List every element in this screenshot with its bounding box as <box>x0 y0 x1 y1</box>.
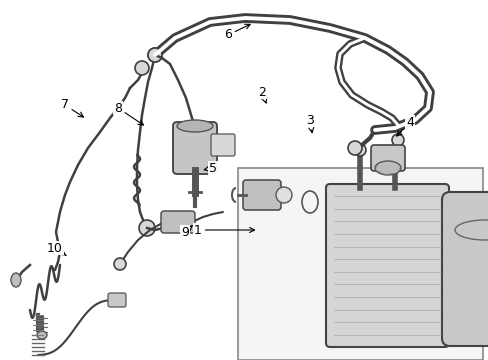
Circle shape <box>114 258 126 270</box>
Circle shape <box>275 187 291 203</box>
Circle shape <box>353 144 365 156</box>
Circle shape <box>148 48 162 62</box>
Text: 8: 8 <box>114 102 143 125</box>
Text: 2: 2 <box>258 85 266 103</box>
Text: 5: 5 <box>204 162 217 175</box>
FancyBboxPatch shape <box>210 134 235 156</box>
Text: 6: 6 <box>224 24 250 41</box>
Circle shape <box>347 141 361 155</box>
Circle shape <box>148 48 162 62</box>
Ellipse shape <box>177 120 213 132</box>
FancyBboxPatch shape <box>325 184 448 347</box>
Text: 10: 10 <box>47 242 66 255</box>
FancyBboxPatch shape <box>173 122 217 174</box>
Text: 4: 4 <box>396 116 413 136</box>
Ellipse shape <box>11 273 21 287</box>
Circle shape <box>139 220 155 236</box>
Ellipse shape <box>37 331 47 339</box>
Text: 1: 1 <box>194 224 254 237</box>
Text: 3: 3 <box>305 113 313 133</box>
Circle shape <box>391 134 403 146</box>
FancyBboxPatch shape <box>243 180 281 210</box>
FancyBboxPatch shape <box>108 293 126 307</box>
Circle shape <box>135 61 149 75</box>
FancyBboxPatch shape <box>370 145 404 171</box>
Ellipse shape <box>374 161 400 175</box>
Text: 9: 9 <box>181 225 192 238</box>
FancyBboxPatch shape <box>161 211 195 233</box>
FancyBboxPatch shape <box>441 192 488 346</box>
Text: 7: 7 <box>61 99 83 117</box>
Bar <box>238 168 482 360</box>
Circle shape <box>389 155 399 165</box>
